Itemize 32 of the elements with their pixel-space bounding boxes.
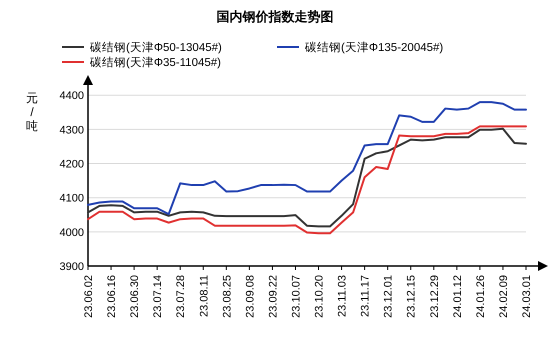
x-tick-label: 23.07.14 [152,275,164,318]
x-tick-label: 23.06.30 [129,275,142,318]
x-tick-label: 24.03.01 [521,275,533,318]
x-tick-label: 23.10.20 [314,275,326,318]
x-tick-label: 23.12.29 [428,275,441,318]
x-tick-label: 23.08.11 [198,275,210,318]
legend-label: 碳结钢(天津Φ50-13045#) [89,41,222,54]
y-tick-label: 4300 [60,124,84,136]
x-tick-label: 23.06.02 [83,275,95,318]
x-tick-label: 23.09.08 [244,275,256,318]
chart-title: 国内钢价指数走势图 [216,9,334,24]
legend-label: 碳结钢(天津Φ135-20045#) [304,41,444,54]
legend-label: 碳结钢(天津Φ35-11045#) [89,56,222,69]
line-series [87,101,527,216]
x-tick-label: 23.12.01 [382,275,395,318]
x-tick-label: 24.01.26 [474,275,487,318]
x-tick-label: 23.06.16 [106,275,118,318]
x-tick-label: 23.11.17 [360,275,372,318]
x-tick-label: 23.08.25 [221,275,234,318]
x-tick-label: 23.09.22 [267,275,280,318]
x-tick-label: 24.01.12 [452,275,464,318]
y-tick-label: 4100 [60,192,84,205]
y-tick-label: 4400 [60,90,84,102]
x-tick-label: 23.10.07 [290,275,302,318]
y-tick-label: 3900 [60,261,84,273]
x-tick-label: 23.07.28 [175,275,188,318]
x-tick-label: 23.11.03 [336,275,349,318]
y-tick-label: 4000 [60,226,84,239]
x-tick-label: 23.12.15 [406,275,418,318]
y-tick-label: 4200 [60,158,84,171]
x-tick-label: 24.02.09 [498,275,510,318]
y-axis-title: 元/吨 [26,91,38,133]
